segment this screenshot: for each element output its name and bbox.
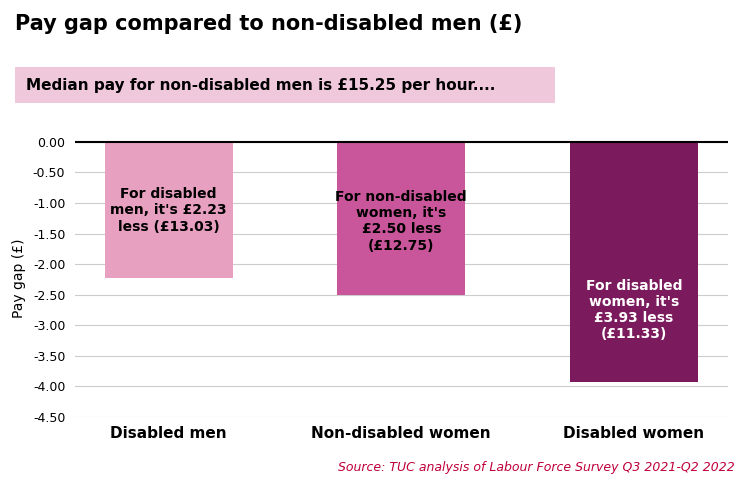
Bar <box>570 142 698 382</box>
Text: For disabled
men, it's £2.23
less (£13.03): For disabled men, it's £2.23 less (£13.0… <box>110 187 227 234</box>
Bar <box>338 142 465 295</box>
Text: For disabled
women, it's
£3.93 less
(£11.33): For disabled women, it's £3.93 less (£11… <box>586 279 682 341</box>
Text: Source: TUC analysis of Labour Force Survey Q3 2021-Q2 2022: Source: TUC analysis of Labour Force Sur… <box>338 461 735 474</box>
Text: Pay gap compared to non-disabled men (£): Pay gap compared to non-disabled men (£) <box>15 14 522 34</box>
Bar <box>105 142 232 278</box>
Text: Median pay for non-disabled men is £15.25 per hour....: Median pay for non-disabled men is £15.2… <box>26 78 495 92</box>
Y-axis label: Pay gap (£): Pay gap (£) <box>12 238 26 318</box>
Text: For non-disabled
women, it's
£2.50 less
(£12.75): For non-disabled women, it's £2.50 less … <box>335 190 467 252</box>
